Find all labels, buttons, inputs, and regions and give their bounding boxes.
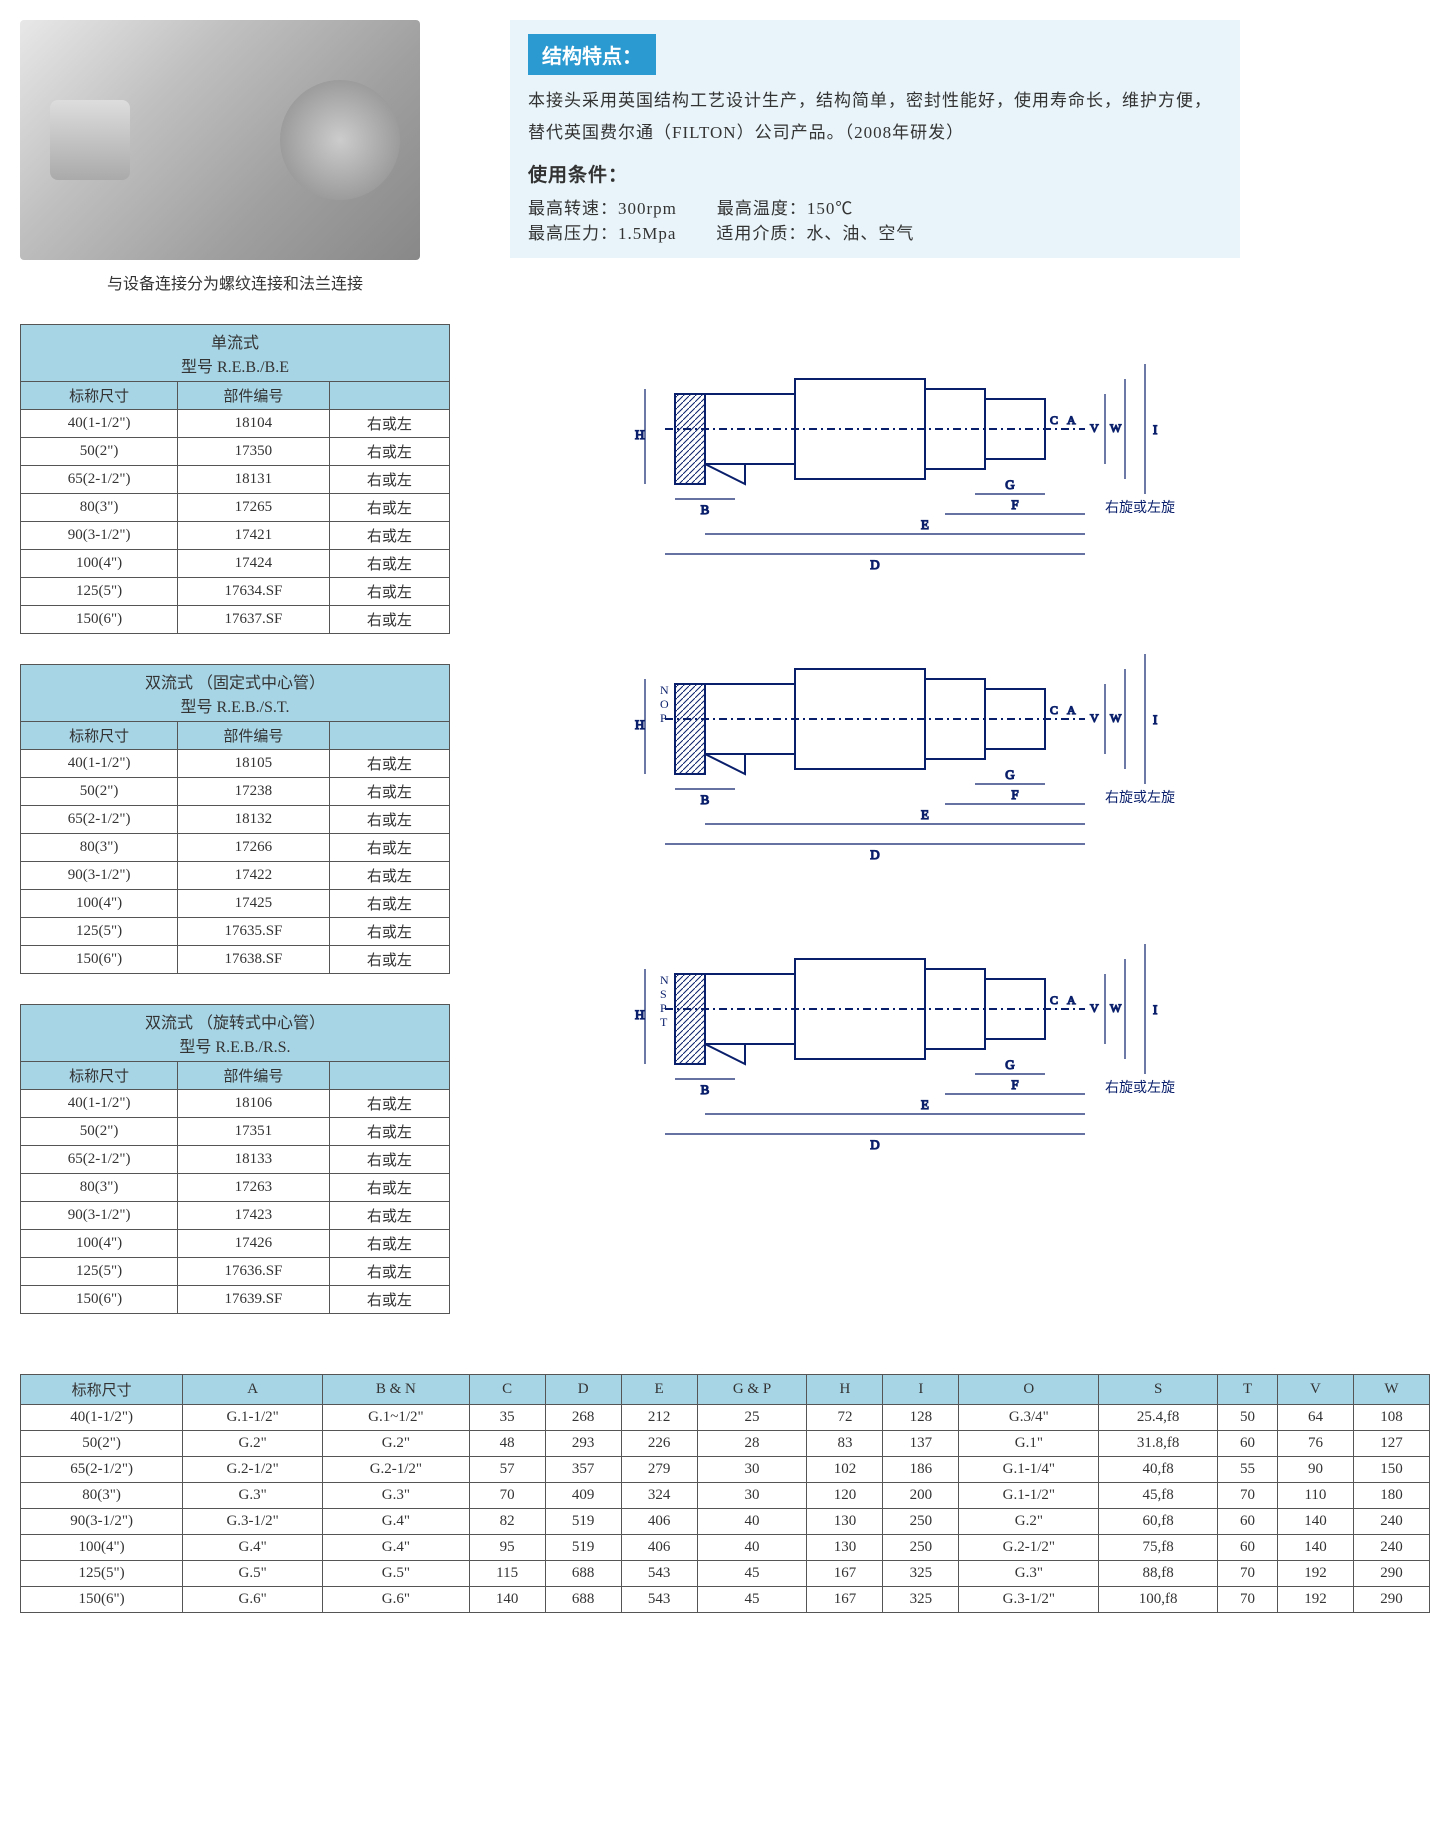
dimensions-table: 标称尺寸AB & NCDEG & PHIOSTVW 40(1-1/2")G.1-… xyxy=(20,1374,1430,1613)
table-row: 150(6")G.6"G.6"14068854345167325G.3-1/2"… xyxy=(21,1587,1430,1613)
features-header: 结构特点： xyxy=(528,34,656,75)
svg-text:I: I xyxy=(1153,1002,1157,1017)
svg-text:V: V xyxy=(1090,711,1099,725)
svg-text:N: N xyxy=(660,683,669,697)
svg-text:D: D xyxy=(870,557,879,572)
table-row: 50(2")G.2"G.2"482932262883137G.1"31.8,f8… xyxy=(21,1431,1430,1457)
col-header: I xyxy=(883,1375,959,1405)
table-row: 40(1-1/2")G.1-1/2"G.1~1/2"35268212257212… xyxy=(21,1405,1430,1431)
svg-text:H: H xyxy=(635,717,644,732)
col-header: V xyxy=(1277,1375,1353,1405)
svg-text:G: G xyxy=(1005,767,1014,782)
col-header: 标称尺寸 xyxy=(21,1375,183,1405)
product-photo xyxy=(20,20,420,260)
svg-text:F: F xyxy=(1011,787,1018,802)
table-row: 125(5")G.5"G.5"11568854345167325G.3"88,f… xyxy=(21,1561,1430,1587)
svg-text:右旋或左旋: 右旋或左旋 xyxy=(1105,790,1175,806)
cond-speed: 最高转速：300rpm xyxy=(528,194,677,219)
svg-text:F: F xyxy=(1011,497,1018,512)
cond-medium: 适用介质：水、油、空气 xyxy=(716,219,914,244)
svg-text:C: C xyxy=(1050,703,1058,717)
svg-text:E: E xyxy=(921,1097,929,1112)
svg-text:B: B xyxy=(701,792,710,807)
svg-text:B: B xyxy=(701,502,710,517)
svg-text:N: N xyxy=(660,973,669,987)
col-header: O xyxy=(959,1375,1099,1405)
svg-text:A: A xyxy=(1067,993,1076,1007)
svg-text:V: V xyxy=(1090,1001,1099,1015)
svg-text:P: P xyxy=(660,1001,667,1015)
cross-section-diagram-2: D E F G B H I W V A C NSPT 右旋或左旋 xyxy=(530,904,1260,1164)
col-header: H xyxy=(807,1375,883,1405)
svg-text:I: I xyxy=(1153,712,1157,727)
svg-text:I: I xyxy=(1153,422,1157,437)
table-row: 80(3")G.3"G.3"7040932430120200G.1-1/2"45… xyxy=(21,1483,1430,1509)
info-block: 结构特点： 本接头采用英国结构工艺设计生产，结构简单，密封性能好，使用寿命长，维… xyxy=(510,20,1240,258)
col-header: T xyxy=(1218,1375,1278,1405)
spec-table-0: 单流式型号 R.E.B./B.E标称尺寸部件编号40(1-1/2")18104右… xyxy=(20,324,450,634)
cond-press: 最高压力：1.5Mpa xyxy=(528,219,676,244)
table-row: 90(3-1/2")G.3-1/2"G.4"8251940640130250G.… xyxy=(21,1509,1430,1535)
svg-text:A: A xyxy=(1067,413,1076,427)
svg-text:D: D xyxy=(870,1137,879,1152)
table-row: 100(4")G.4"G.4"9551940640130250G.2-1/2"7… xyxy=(21,1535,1430,1561)
col-header: B & N xyxy=(323,1375,470,1405)
svg-text:D: D xyxy=(870,847,879,862)
svg-text:C: C xyxy=(1050,413,1058,427)
cross-section-diagram-1: D E F G B H I W V A C NOP 右旋或左旋 xyxy=(530,614,1260,874)
svg-text:P: P xyxy=(660,711,667,725)
col-header: G & P xyxy=(697,1375,807,1405)
svg-text:V: V xyxy=(1090,421,1099,435)
conditions-label: 使用条件： xyxy=(528,158,1222,194)
cond-temp: 最高温度：150℃ xyxy=(717,194,854,219)
svg-text:W: W xyxy=(1110,421,1122,435)
svg-text:G: G xyxy=(1005,477,1014,492)
svg-text:H: H xyxy=(635,1007,644,1022)
svg-text:O: O xyxy=(660,697,669,711)
svg-text:W: W xyxy=(1110,1001,1122,1015)
svg-text:F: F xyxy=(1011,1077,1018,1092)
svg-text:T: T xyxy=(660,1015,668,1029)
col-header: C xyxy=(469,1375,545,1405)
features-text: 本接头采用英国结构工艺设计生产，结构简单，密封性能好，使用寿命长，维护方便，替代… xyxy=(528,85,1222,150)
col-header: S xyxy=(1099,1375,1218,1405)
spec-table-1: 双流式 （固定式中心管）型号 R.E.B./S.T.标称尺寸部件编号40(1-1… xyxy=(20,664,450,974)
spec-table-2: 双流式 （旋转式中心管）型号 R.E.B./R.S.标称尺寸部件编号40(1-1… xyxy=(20,1004,450,1314)
photo-caption: 与设备连接分为螺纹连接和法兰连接 xyxy=(20,270,450,294)
svg-text:E: E xyxy=(921,517,929,532)
col-header: W xyxy=(1353,1375,1429,1405)
table-row: 65(2-1/2")G.2-1/2"G.2-1/2"57357279301021… xyxy=(21,1457,1430,1483)
svg-text:C: C xyxy=(1050,993,1058,1007)
svg-text:H: H xyxy=(635,427,644,442)
svg-text:G: G xyxy=(1005,1057,1014,1072)
svg-text:S: S xyxy=(660,987,667,1001)
svg-text:W: W xyxy=(1110,711,1122,725)
col-header: D xyxy=(545,1375,621,1405)
svg-text:右旋或左旋: 右旋或左旋 xyxy=(1105,500,1175,516)
svg-text:B: B xyxy=(701,1082,710,1097)
col-header: A xyxy=(183,1375,323,1405)
col-header: E xyxy=(621,1375,697,1405)
svg-text:右旋或左旋: 右旋或左旋 xyxy=(1105,1080,1175,1096)
cross-section-diagram-0: D E F G B H I W V A C 右旋或左旋 xyxy=(530,324,1260,584)
svg-text:A: A xyxy=(1067,703,1076,717)
svg-text:E: E xyxy=(921,807,929,822)
